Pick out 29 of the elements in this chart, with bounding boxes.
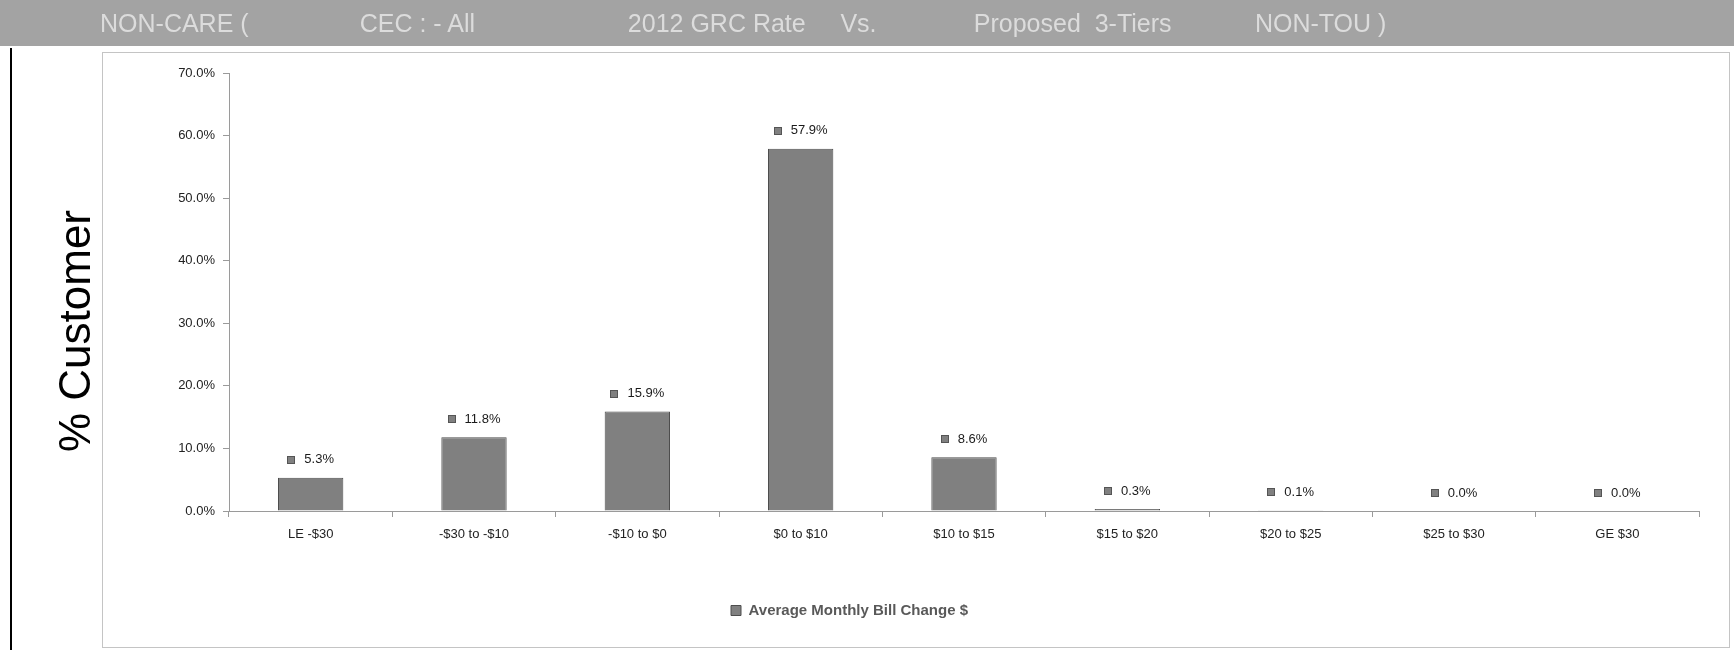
x-tick-label: $0 to $10 bbox=[773, 526, 828, 542]
y-tick-label: 0.0% bbox=[185, 502, 216, 518]
legend-label: Average Monthly Bill Change $ bbox=[748, 600, 969, 618]
data-label: 0.3% bbox=[1121, 482, 1152, 498]
y-tick-label: 20.0% bbox=[178, 377, 216, 393]
y-tick-label: 70.0% bbox=[178, 64, 216, 80]
x-tick-label: -$10 to $0 bbox=[608, 526, 667, 542]
data-label: 15.9% bbox=[627, 385, 665, 401]
x-tick-label: $25 to $30 bbox=[1423, 526, 1485, 542]
chart-title: NON-CARE ( CEC : - All 2012 GRC Rate Vs. Proposed 3-Tiers NON-TOU ) bbox=[100, 8, 1387, 38]
data-label: 57.9% bbox=[790, 122, 829, 138]
data-label: 0.1% bbox=[1284, 483, 1315, 499]
y-tick-label: 60.0% bbox=[178, 127, 216, 143]
y-tick-label: 30.0% bbox=[178, 314, 216, 330]
x-tick-label: $15 to $20 bbox=[1096, 526, 1159, 542]
x-tick-label: GE $30 bbox=[1595, 526, 1640, 542]
x-tick-label: -$30 to -$10 bbox=[438, 526, 510, 542]
y-tick-label: 10.0% bbox=[178, 440, 216, 456]
x-tick-label: LE -$30 bbox=[287, 526, 334, 542]
y-axis-title: % Customer bbox=[50, 209, 100, 453]
data-label: 5.3% bbox=[304, 451, 335, 467]
data-label: 0.0% bbox=[1611, 484, 1642, 500]
x-tick-label: $20 to $25 bbox=[1259, 526, 1322, 542]
y-tick-label: 40.0% bbox=[178, 252, 216, 268]
x-tick-label: $10 to $15 bbox=[933, 526, 995, 542]
data-label: 8.6% bbox=[957, 430, 988, 446]
data-label: 11.8% bbox=[464, 410, 501, 426]
y-tick-label: 50.0% bbox=[178, 189, 216, 205]
data-label: 0.0% bbox=[1447, 484, 1478, 500]
